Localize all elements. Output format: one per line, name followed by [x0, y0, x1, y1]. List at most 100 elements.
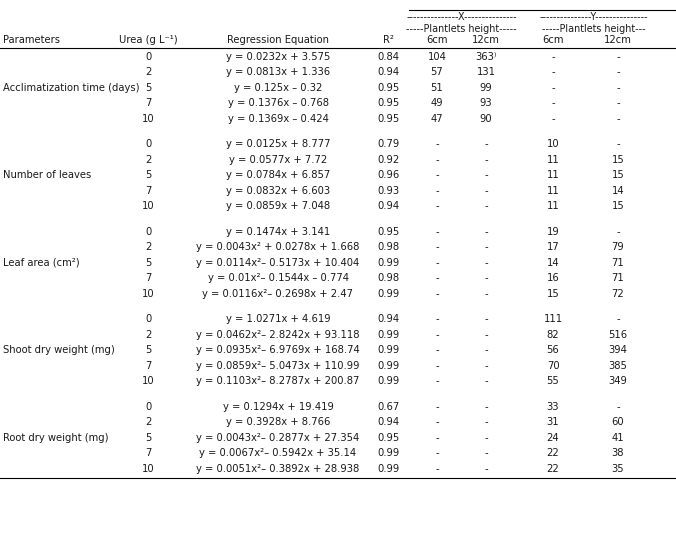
Text: 0.67: 0.67 — [377, 401, 399, 412]
Text: 16: 16 — [547, 273, 559, 283]
Text: 15: 15 — [612, 170, 625, 180]
Text: -: - — [551, 114, 555, 124]
Text: 35: 35 — [612, 464, 625, 474]
Text: 51: 51 — [431, 83, 443, 93]
Text: 385: 385 — [608, 361, 627, 371]
Text: ---------------Y---------------: ---------------Y--------------- — [539, 12, 648, 22]
Text: 0.99: 0.99 — [377, 330, 399, 340]
Text: 0.99: 0.99 — [377, 258, 399, 268]
Text: Shoot dry weight (mg): Shoot dry weight (mg) — [3, 345, 115, 355]
Text: -: - — [551, 83, 555, 93]
Text: 516: 516 — [608, 330, 627, 340]
Text: 5: 5 — [145, 258, 151, 268]
Text: -: - — [435, 401, 439, 412]
Text: -: - — [484, 186, 488, 196]
Text: -: - — [435, 242, 439, 252]
Text: 2: 2 — [145, 67, 151, 77]
Text: 7: 7 — [145, 186, 151, 196]
Text: R²: R² — [383, 35, 393, 45]
Text: 0.92: 0.92 — [377, 155, 399, 165]
Text: y = 0.0859x + 7.048: y = 0.0859x + 7.048 — [226, 201, 330, 211]
Text: 71: 71 — [612, 258, 625, 268]
Text: -: - — [435, 345, 439, 355]
Text: 10: 10 — [142, 464, 154, 474]
Text: 0.79: 0.79 — [377, 139, 399, 149]
Text: Urea (g L⁻¹): Urea (g L⁻¹) — [119, 35, 177, 45]
Text: 7: 7 — [145, 361, 151, 371]
Text: -: - — [484, 401, 488, 412]
Text: -: - — [484, 376, 488, 386]
Text: 7: 7 — [145, 448, 151, 458]
Text: 0.99: 0.99 — [377, 345, 399, 355]
Text: -: - — [484, 433, 488, 443]
Text: 0.96: 0.96 — [377, 170, 399, 180]
Text: 99: 99 — [480, 83, 492, 93]
Text: -: - — [617, 67, 620, 77]
Text: 0.94: 0.94 — [377, 67, 399, 77]
Text: -: - — [435, 186, 439, 196]
Text: 33: 33 — [547, 401, 559, 412]
Text: Parameters: Parameters — [3, 35, 60, 45]
Text: -: - — [484, 242, 488, 252]
Text: 72: 72 — [612, 289, 625, 299]
Text: -: - — [435, 418, 439, 427]
Text: 0: 0 — [145, 139, 151, 149]
Text: -: - — [435, 433, 439, 443]
Text: y = 0.0116x²– 0.2698x + 2.47: y = 0.0116x²– 0.2698x + 2.47 — [203, 289, 354, 299]
Text: -----Plantlets height-----: -----Plantlets height----- — [406, 24, 517, 34]
Text: 22: 22 — [547, 448, 559, 458]
Text: 31: 31 — [547, 418, 559, 427]
Text: -: - — [435, 448, 439, 458]
Text: y = 0.1376x – 0.768: y = 0.1376x – 0.768 — [228, 98, 329, 108]
Text: 2: 2 — [145, 155, 151, 165]
Text: -: - — [435, 376, 439, 386]
Text: y = 0.1369x – 0.424: y = 0.1369x – 0.424 — [228, 114, 329, 124]
Text: -----Plantlets height---: -----Plantlets height--- — [541, 24, 646, 34]
Text: -: - — [484, 464, 488, 474]
Text: 0.95: 0.95 — [377, 227, 399, 237]
Text: y = 1.0271x + 4.619: y = 1.0271x + 4.619 — [226, 314, 331, 324]
Text: -: - — [484, 227, 488, 237]
Text: 19: 19 — [547, 227, 559, 237]
Text: -: - — [617, 98, 620, 108]
Text: y = 0.125x – 0.32: y = 0.125x – 0.32 — [234, 83, 322, 93]
Text: 5: 5 — [145, 170, 151, 180]
Text: 131: 131 — [477, 67, 496, 77]
Text: 12cm: 12cm — [472, 35, 500, 45]
Text: 6cm: 6cm — [427, 35, 448, 45]
Text: 2: 2 — [145, 418, 151, 427]
Text: 0.94: 0.94 — [377, 418, 399, 427]
Text: -: - — [617, 227, 620, 237]
Text: 111: 111 — [544, 314, 562, 324]
Text: 0.98: 0.98 — [377, 242, 399, 252]
Text: 38: 38 — [612, 448, 624, 458]
Text: 0.99: 0.99 — [377, 448, 399, 458]
Text: 363⁾: 363⁾ — [475, 52, 497, 62]
Text: y = 0.01x²– 0.1544x – 0.774: y = 0.01x²– 0.1544x – 0.774 — [208, 273, 349, 283]
Text: 5: 5 — [145, 433, 151, 443]
Text: y = 0.0067x²– 0.5942x + 35.14: y = 0.0067x²– 0.5942x + 35.14 — [199, 448, 356, 458]
Text: y = 0.0043x²– 0.2877x + 27.354: y = 0.0043x²– 0.2877x + 27.354 — [196, 433, 360, 443]
Text: 12cm: 12cm — [604, 35, 632, 45]
Text: -: - — [617, 114, 620, 124]
Text: 82: 82 — [547, 330, 559, 340]
Text: 90: 90 — [480, 114, 492, 124]
Text: 10: 10 — [547, 139, 559, 149]
Text: 57: 57 — [431, 67, 443, 77]
Text: 10: 10 — [142, 376, 154, 386]
Text: 70: 70 — [547, 361, 559, 371]
Text: 0.94: 0.94 — [377, 201, 399, 211]
Text: Root dry weight (mg): Root dry weight (mg) — [3, 433, 109, 443]
Text: -: - — [484, 314, 488, 324]
Text: -: - — [435, 139, 439, 149]
Text: 15: 15 — [612, 201, 625, 211]
Text: 10: 10 — [142, 289, 154, 299]
Text: -: - — [435, 314, 439, 324]
Text: -: - — [484, 201, 488, 211]
Text: y = 0.0043x² + 0.0278x + 1.668: y = 0.0043x² + 0.0278x + 1.668 — [196, 242, 360, 252]
Text: -: - — [435, 170, 439, 180]
Text: Acclimatization time (days): Acclimatization time (days) — [3, 83, 139, 93]
Text: 17: 17 — [547, 242, 559, 252]
Text: 0.99: 0.99 — [377, 361, 399, 371]
Text: 7: 7 — [145, 98, 151, 108]
